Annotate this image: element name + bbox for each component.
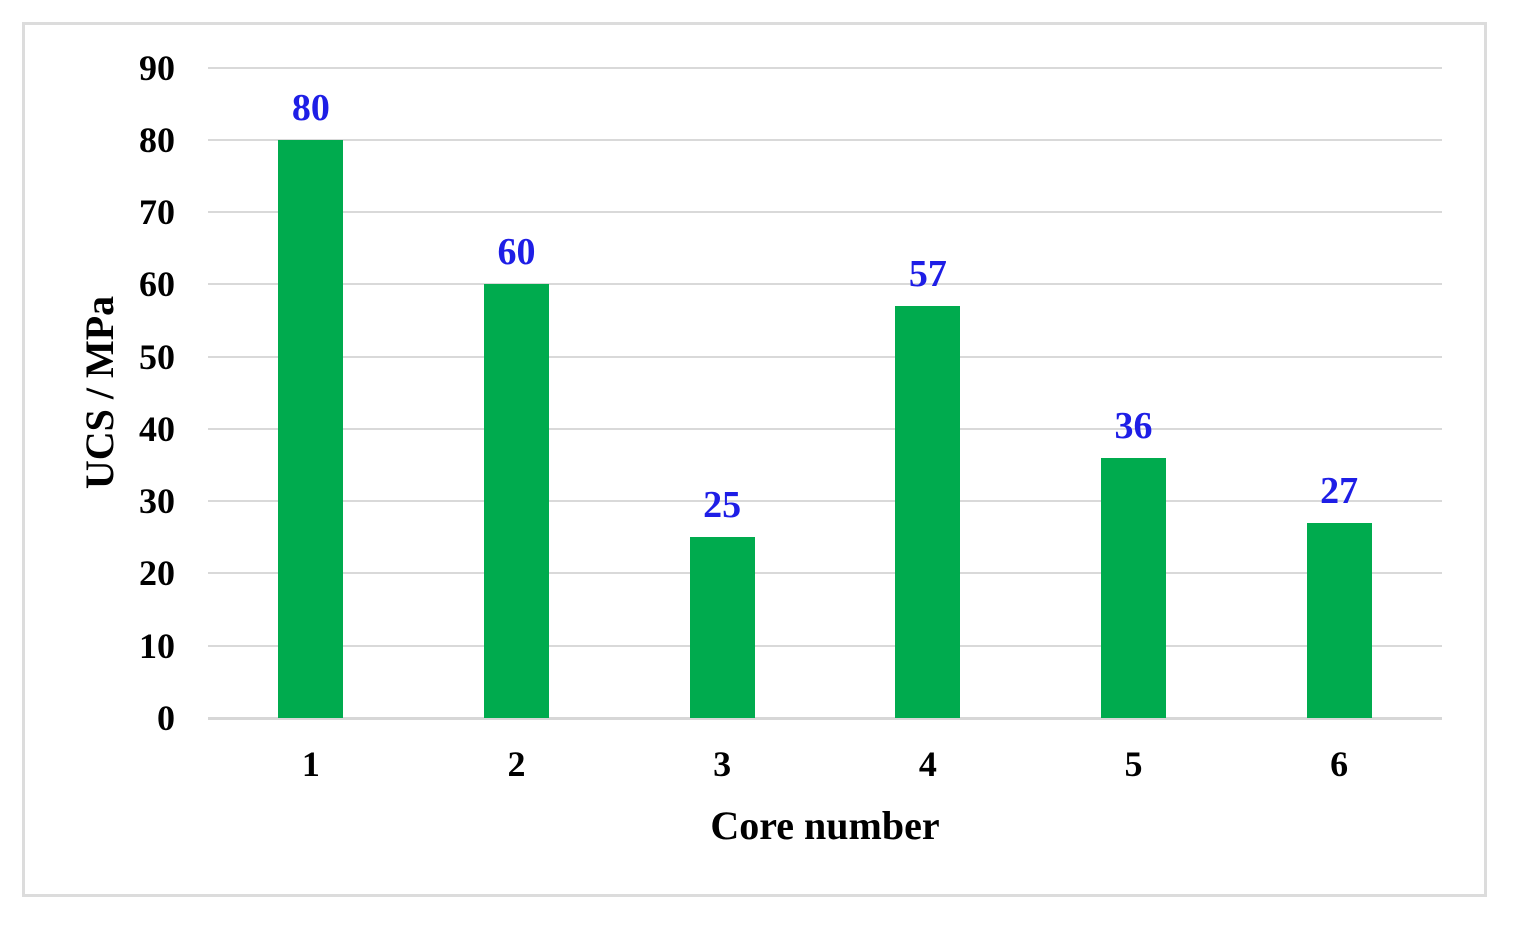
bar-value-label: 27 (1320, 469, 1359, 512)
chart-frame (22, 22, 1487, 897)
bar (1306, 522, 1372, 718)
gridline (208, 138, 1442, 141)
bar-value-label: 80 (291, 86, 330, 129)
x-tick-label: 4 (918, 744, 937, 784)
y-tick-label: 70 (139, 192, 175, 233)
x-tick-label: 5 (1124, 744, 1143, 784)
x-tick-label: 2 (507, 744, 526, 784)
bar-value-label: 60 (497, 231, 536, 274)
gridline (208, 211, 1442, 214)
bar-value-label: 57 (908, 253, 947, 296)
gridline (208, 355, 1442, 358)
bar (895, 306, 961, 718)
y-tick-label: 40 (139, 408, 175, 449)
gridline (208, 283, 1442, 286)
y-axis-title: UCS / MPa (58, 67, 142, 718)
gridline (208, 66, 1442, 69)
y-tick-label: 80 (139, 119, 175, 160)
y-tick-label: 50 (139, 336, 175, 377)
y-tick-label: 20 (139, 553, 175, 594)
gridline (208, 427, 1442, 430)
x-axis-title: Core number (710, 803, 940, 848)
x-tick-label: 3 (713, 744, 732, 784)
y-tick-label: 10 (139, 625, 175, 666)
bar (1101, 457, 1166, 718)
y-tick-label: 30 (139, 481, 175, 522)
bar (278, 139, 344, 718)
x-tick-label: 1 (301, 744, 320, 784)
gridline (208, 572, 1442, 575)
gridline (208, 500, 1442, 503)
y-tick-label: 90 (139, 47, 175, 88)
bar-value-label: 36 (1114, 404, 1153, 447)
y-axis-title-label: UCS / MPa (77, 295, 123, 490)
y-tick-label: 60 (139, 264, 175, 305)
bar (484, 284, 549, 718)
bar (689, 537, 755, 718)
y-tick-label: 0 (157, 698, 175, 738)
x-tick-label: 6 (1330, 744, 1349, 784)
gridline (208, 644, 1442, 647)
bar-value-label: 25 (703, 484, 742, 527)
x-axis-line (208, 717, 1442, 720)
